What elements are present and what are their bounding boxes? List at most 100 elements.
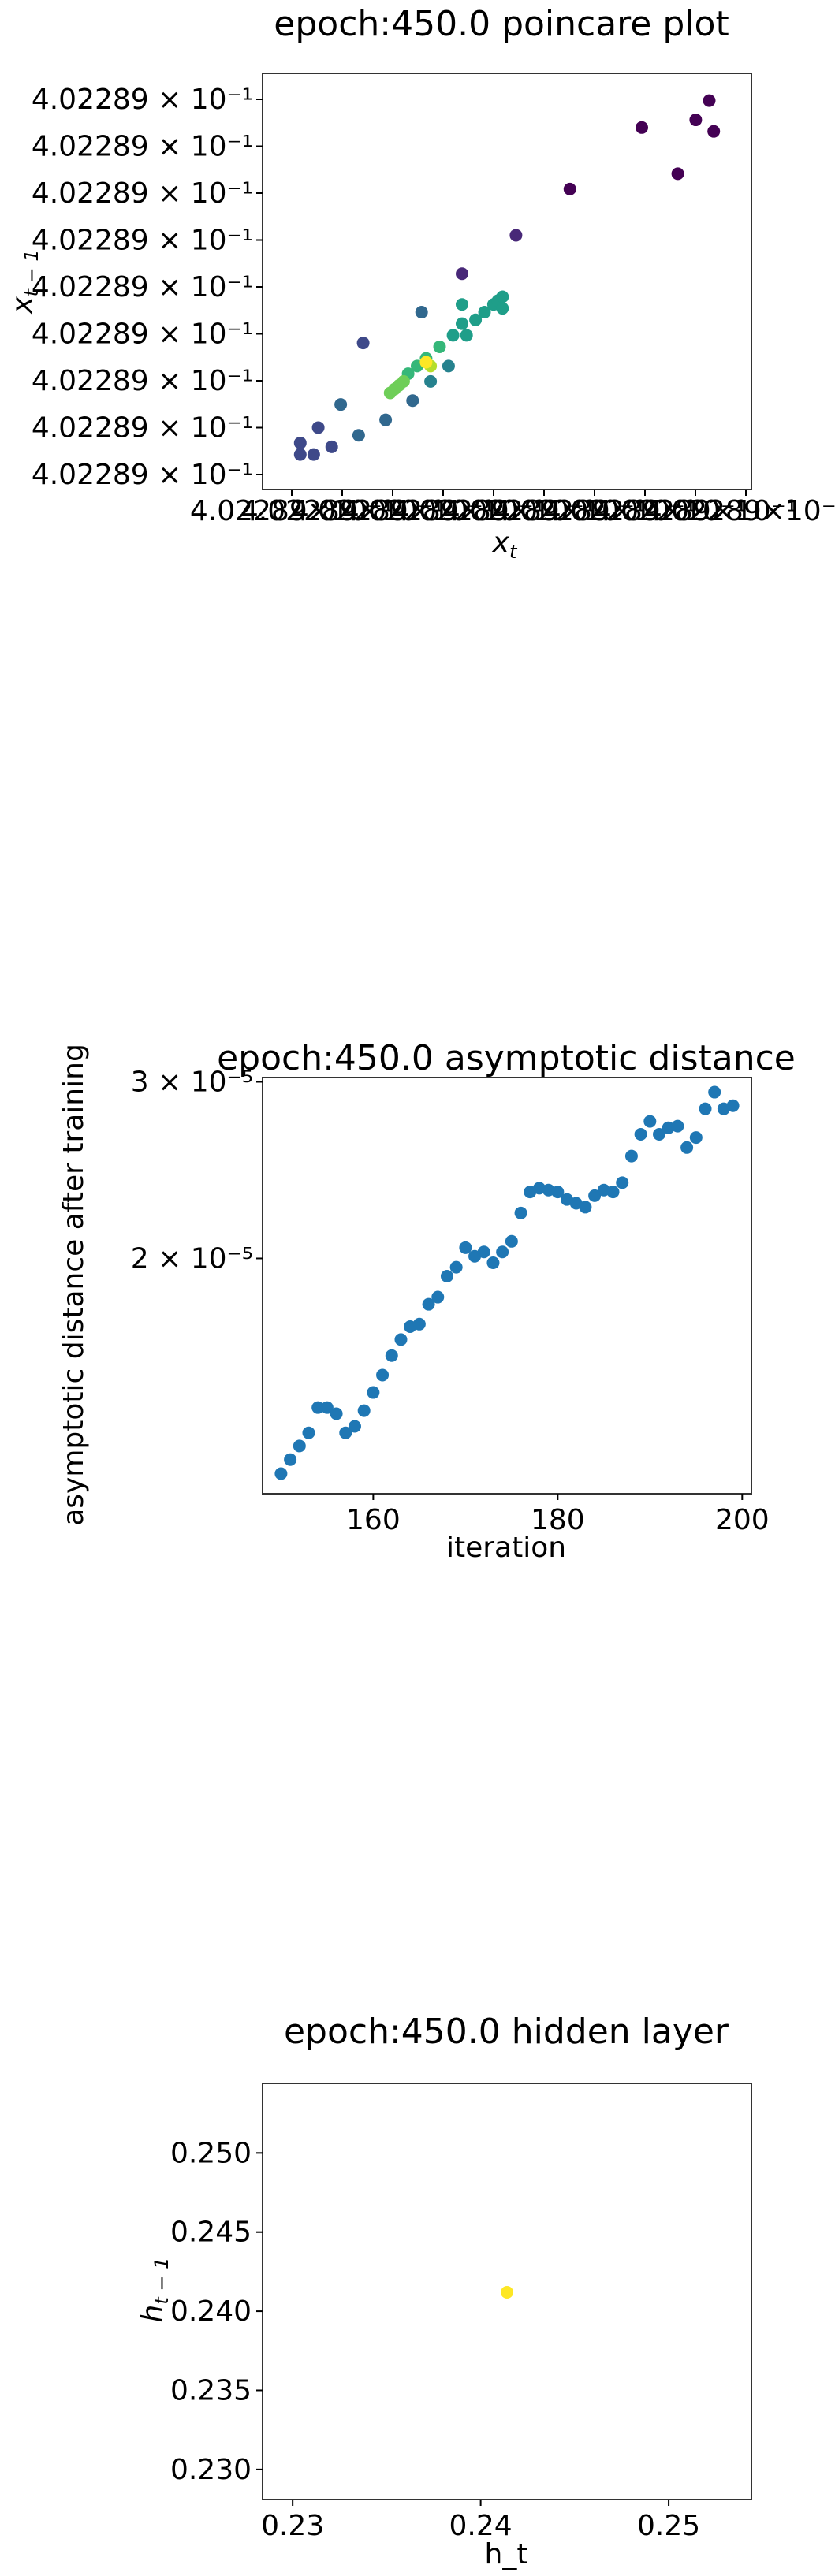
asymptotic-y-tick-label: 2 × 10⁻⁵ bbox=[131, 1242, 253, 1275]
poincare-y-tick-label: 4.02289 × 10⁻¹ bbox=[32, 177, 253, 210]
poincare-y-tick-label: 4.02289 × 10⁻¹ bbox=[32, 225, 253, 257]
hidden-layer-y-tick-label: 0.245 bbox=[170, 2217, 252, 2249]
poincare-x-tick-label: 4.02289×10⁻¹ bbox=[543, 495, 747, 527]
asymptotic-point bbox=[449, 1260, 463, 1274]
poincare-y-tick-label: 4.02289 × 10⁻¹ bbox=[32, 84, 253, 116]
asymptotic-point bbox=[412, 1317, 426, 1331]
asymptotic-point bbox=[311, 1401, 325, 1414]
poincare-point bbox=[456, 298, 468, 311]
poincare-point bbox=[433, 340, 446, 353]
asymptotic-point bbox=[274, 1467, 288, 1480]
poincare-y-tick-label: 4.02289 × 10⁻¹ bbox=[32, 271, 253, 303]
asymptotic-point bbox=[339, 1426, 352, 1439]
poincare-y-ticks: 4.02289 × 10⁻¹ 4.02289 × 10⁻¹ 4.02289 × 10… bbox=[32, 84, 263, 491]
poincare-point bbox=[456, 267, 468, 281]
asymptotic-point bbox=[671, 1119, 684, 1133]
poincare-x-tick-label: 4.02289×10⁻¹ bbox=[594, 495, 797, 527]
poincare-point bbox=[379, 413, 393, 426]
poincare-point bbox=[419, 356, 433, 369]
hidden-layer-x-ticks: 0.23 0.24 0.25 bbox=[261, 2500, 700, 2542]
poincare-point bbox=[325, 440, 338, 453]
poincare-point bbox=[424, 374, 438, 388]
poincare-point bbox=[707, 125, 721, 138]
poincare-point bbox=[293, 436, 307, 449]
asymptotic-x-ticks: 160 180 200 bbox=[346, 1494, 770, 1536]
asymptotic-point bbox=[385, 1349, 398, 1362]
hidden-layer-plot-area bbox=[262, 2083, 752, 2500]
poincare-point bbox=[442, 359, 455, 373]
hidden-layer-y-tick-label: 0.250 bbox=[170, 2137, 252, 2169]
hidden-layer-title: epoch:450.0 hidden layer bbox=[284, 2012, 729, 2052]
asymptotic-point bbox=[293, 1439, 306, 1453]
poincare-point bbox=[469, 313, 483, 326]
asymptotic-point bbox=[689, 1131, 703, 1145]
poincare-y-label: xt − 1 bbox=[6, 249, 43, 314]
asymptotic-point bbox=[680, 1141, 694, 1154]
asymptotic-point bbox=[643, 1115, 657, 1128]
poincare-point bbox=[293, 448, 307, 461]
poincare-x-tick-label: 4.02289×10⁻¹ bbox=[493, 495, 696, 527]
asymptotic-point bbox=[606, 1186, 620, 1199]
poincare-point bbox=[671, 167, 684, 181]
asymptotic-point bbox=[505, 1234, 518, 1248]
poincare-point bbox=[703, 94, 716, 107]
asymptotic-point bbox=[699, 1102, 712, 1115]
poincare-point bbox=[383, 386, 397, 400]
poincare-y-tick-label: 4.02289 × 10⁻¹ bbox=[32, 412, 253, 445]
asymptotic-point bbox=[514, 1206, 527, 1219]
poincare-point bbox=[456, 317, 468, 330]
hidden-layer-y-tick-label: 0.235 bbox=[170, 2374, 252, 2407]
poincare-plot-area bbox=[262, 73, 752, 490]
asymptotic-point bbox=[634, 1127, 647, 1141]
asymptotic-point bbox=[320, 1401, 334, 1414]
asymptotic-point bbox=[330, 1407, 343, 1420]
poincare-x-ticks: 4.02289×10⁻¹4.02289×10⁻¹4.02289×10⁻¹4.02… bbox=[190, 490, 835, 527]
poincare-y-tick-label: 4.02289 × 10⁻¹ bbox=[32, 131, 253, 163]
hidden-layer-y-label: ht − 1 bbox=[136, 2258, 173, 2323]
poincare-chart: epoch:450.0 poincare plot 4.02289 × 10⁻¹… bbox=[6, 4, 835, 563]
asymptotic-chart: epoch:450.0 asymptotic distance 2 × 10⁻⁵… bbox=[58, 1038, 796, 1564]
hidden-layer-x-tick-label: 0.25 bbox=[637, 2510, 700, 2542]
asymptotic-point bbox=[394, 1333, 408, 1346]
poincare-title: epoch:450.0 poincare plot bbox=[274, 4, 729, 44]
asymptotic-point bbox=[357, 1404, 371, 1417]
asymptotic-point bbox=[496, 1245, 509, 1259]
hidden-layer-x-tick-label: 0.23 bbox=[261, 2510, 324, 2542]
poincare-point bbox=[446, 329, 460, 342]
poincare-x-tick-label: 4.02289×10⁻¹ bbox=[240, 495, 444, 527]
asymptotic-point bbox=[302, 1426, 315, 1439]
asymptotic-title: epoch:450.0 asymptotic distance bbox=[217, 1038, 796, 1078]
asymptotic-point bbox=[551, 1186, 565, 1199]
asymptotic-point bbox=[284, 1453, 297, 1466]
poincare-x-label: xt bbox=[492, 527, 518, 563]
poincare-point bbox=[563, 182, 576, 195]
poincare-point bbox=[415, 306, 428, 319]
asymptotic-point bbox=[422, 1297, 435, 1311]
asymptotic-point bbox=[348, 1420, 361, 1433]
asymptotic-y-tick-label: 3 × 10⁻⁵ bbox=[131, 1066, 253, 1098]
asymptotic-plot-area bbox=[262, 1077, 752, 1495]
poincare-point bbox=[460, 329, 473, 342]
poincare-point bbox=[636, 121, 648, 134]
asymptotic-point bbox=[431, 1290, 445, 1304]
poincare-point bbox=[356, 337, 370, 350]
asymptotic-point bbox=[376, 1368, 390, 1382]
hidden-layer-y-tick-label: 0.230 bbox=[170, 2454, 252, 2486]
asymptotic-x-tick-label: 160 bbox=[346, 1504, 401, 1536]
asymptotic-x-tick-label: 180 bbox=[531, 1504, 585, 1536]
hidden-layer-points bbox=[501, 2286, 513, 2299]
poincare-x-tick-label: 4.02289×10⁻¹ bbox=[644, 495, 835, 527]
asymptotic-x-tick-label: 200 bbox=[715, 1504, 770, 1536]
poincare-x-tick-label: 4.02289×10⁻¹ bbox=[341, 495, 545, 527]
poincare-point bbox=[352, 429, 365, 442]
asymptotic-point bbox=[588, 1189, 602, 1202]
asymptotic-point bbox=[486, 1256, 500, 1270]
poincare-y-tick-label: 4.02289 × 10⁻¹ bbox=[32, 318, 253, 351]
asymptotic-point bbox=[440, 1270, 453, 1283]
asymptotic-point bbox=[477, 1245, 490, 1259]
asymptotic-x-label: iteration bbox=[446, 1532, 566, 1564]
poincare-point bbox=[496, 290, 509, 303]
poincare-x-tick-label: 4.02289×10⁻¹ bbox=[392, 495, 595, 527]
asymptotic-y-ticks: 2 × 10⁻⁵ 3 × 10⁻⁵ bbox=[131, 1066, 263, 1275]
